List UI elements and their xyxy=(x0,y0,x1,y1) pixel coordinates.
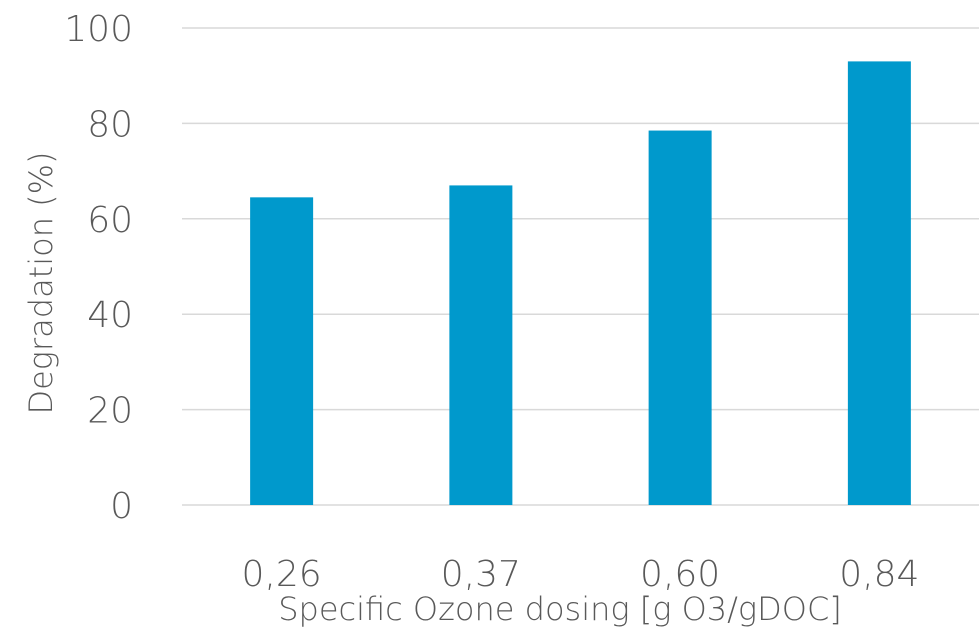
y-tick-label: 0 xyxy=(110,486,133,527)
y-axis-title: Degradation (%) xyxy=(22,151,60,414)
x-tick-label: 0,60 xyxy=(640,554,720,595)
y-axis-ticks: 0 20 40 60 80 100 xyxy=(64,9,133,527)
x-tick-label: 0,37 xyxy=(441,554,521,595)
x-tick-label: 0,26 xyxy=(242,554,322,595)
x-axis-ticks: 0,26 0,37 0,60 0,84 xyxy=(242,554,920,595)
y-tick-label: 20 xyxy=(87,391,133,432)
bar-1 xyxy=(449,185,513,505)
bar-0 xyxy=(250,197,314,505)
bar-3 xyxy=(847,61,911,505)
y-tick-label: 100 xyxy=(64,9,133,50)
y-tick-label: 80 xyxy=(87,104,133,145)
y-tick-label: 60 xyxy=(87,200,133,241)
y-tick-label: 40 xyxy=(87,295,133,336)
bars xyxy=(250,61,911,505)
x-tick-label: 0,84 xyxy=(839,554,919,595)
bar-2 xyxy=(648,130,712,505)
x-axis-title: Specific Ozone dosing [g O3/gDOC] xyxy=(278,590,842,628)
gridlines xyxy=(182,27,979,506)
